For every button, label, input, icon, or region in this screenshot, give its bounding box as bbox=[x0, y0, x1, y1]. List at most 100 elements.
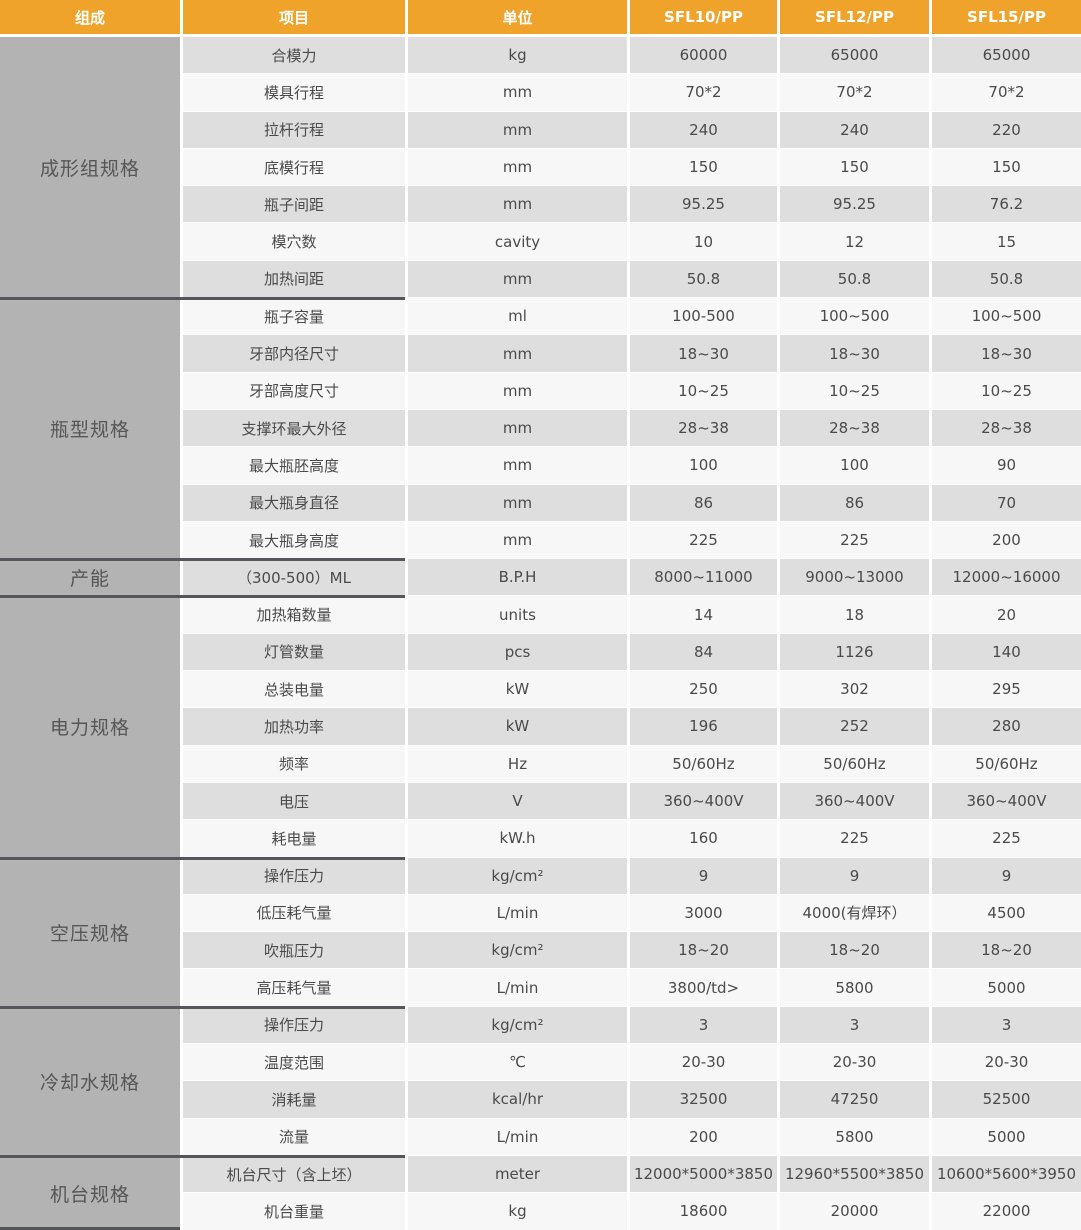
item-cell: 吹瓶压力 bbox=[183, 932, 405, 969]
table-row: 最大瓶身直径 mm 86 86 70 bbox=[183, 484, 1081, 521]
table-row: 最大瓶胚高度 mm 100 100 90 bbox=[183, 447, 1081, 484]
unit-cell: mm bbox=[408, 260, 627, 298]
table-row: 灯管数量 pcs 84 1126 140 bbox=[183, 633, 1081, 671]
unit-cell: mm bbox=[408, 409, 627, 447]
value-cell-sfl12: 12960*5500*3850 bbox=[780, 1155, 929, 1193]
group-cell: 产能 bbox=[0, 559, 180, 597]
spec-section: 成形组规格 合模力 kg 60000 65000 65000 模具行程 mm 7… bbox=[0, 37, 1081, 301]
item-cell: 操作压力 bbox=[183, 857, 405, 894]
item-cell: 最大瓶身高度 bbox=[183, 521, 405, 559]
group-rows: 机台尺寸（含上坯） meter 12000*5000*3850 12960*55… bbox=[183, 1155, 1081, 1230]
value-cell-sfl15: 3 bbox=[932, 1006, 1081, 1044]
unit-cell: L/min bbox=[408, 1118, 627, 1155]
value-cell-sfl15: 225 bbox=[932, 820, 1081, 857]
item-cell: 模具行程 bbox=[183, 74, 405, 111]
unit-cell: kW bbox=[408, 671, 627, 708]
value-cell-sfl10: 250 bbox=[630, 671, 777, 708]
table-row: 低压耗气量 L/min 3000 4000(有焊环） 4500 bbox=[183, 894, 1081, 932]
value-cell-sfl10: 28~38 bbox=[630, 409, 777, 447]
value-cell-sfl15: 220 bbox=[932, 111, 1081, 148]
group-label: 电力规格 bbox=[49, 717, 130, 740]
spec-section: 电力规格 加热箱数量 units 14 18 20 灯管数量 pcs 84 11… bbox=[0, 596, 1081, 860]
table-row: 最大瓶身高度 mm 225 225 200 bbox=[183, 521, 1081, 559]
spec-section: 冷却水规格 操作压力 kg/cm² 3 3 3 温度范围 ℃ 20-30 20-… bbox=[0, 1006, 1081, 1159]
value-cell-sfl15: 50/60Hz bbox=[932, 745, 1081, 782]
item-cell: 瓶子间距 bbox=[183, 186, 405, 223]
unit-cell: mm bbox=[408, 74, 627, 111]
table-row: 加热功率 kW 196 252 280 bbox=[183, 708, 1081, 745]
value-cell-sfl12: 1126 bbox=[780, 633, 929, 671]
value-cell-sfl15: 20 bbox=[932, 596, 1081, 633]
value-cell-sfl12: 225 bbox=[780, 521, 929, 559]
value-cell-sfl15: 280 bbox=[932, 708, 1081, 745]
value-cell-sfl15: 76.2 bbox=[932, 186, 1081, 223]
table-row: 牙部高度尺寸 mm 10~25 10~25 10~25 bbox=[183, 372, 1081, 409]
value-cell-sfl10: 95.25 bbox=[630, 186, 777, 223]
header-cell-unit: 单位 bbox=[408, 0, 627, 34]
value-cell-sfl12: 28~38 bbox=[780, 409, 929, 447]
value-cell-sfl12: 302 bbox=[780, 671, 929, 708]
value-cell-sfl15: 90 bbox=[932, 447, 1081, 484]
value-cell-sfl12: 95.25 bbox=[780, 186, 929, 223]
value-cell-sfl12: 360~400V bbox=[780, 782, 929, 820]
value-cell-sfl12: 9 bbox=[780, 857, 929, 894]
value-cell-sfl12: 20000 bbox=[780, 1193, 929, 1230]
unit-cell: kg/cm² bbox=[408, 1006, 627, 1044]
value-cell-sfl12: 18 bbox=[780, 596, 929, 633]
table-row: 模具行程 mm 70*2 70*2 70*2 bbox=[183, 74, 1081, 111]
item-cell: 机台重量 bbox=[183, 1193, 405, 1230]
value-cell-sfl10: 60000 bbox=[630, 37, 777, 74]
value-cell-sfl10: 18600 bbox=[630, 1193, 777, 1230]
table-row: 消耗量 kcal/hr 32500 47250 52500 bbox=[183, 1081, 1081, 1118]
unit-cell: ml bbox=[408, 298, 627, 335]
spec-section: 机台规格 机台尺寸（含上坯） meter 12000*5000*3850 129… bbox=[0, 1155, 1081, 1230]
item-cell: 温度范围 bbox=[183, 1044, 405, 1081]
table-row: 温度范围 ℃ 20-30 20-30 20-30 bbox=[183, 1044, 1081, 1081]
value-cell-sfl15: 150 bbox=[932, 148, 1081, 186]
group-rows: 加热箱数量 units 14 18 20 灯管数量 pcs 84 1126 14… bbox=[183, 596, 1081, 857]
value-cell-sfl15: 200 bbox=[932, 521, 1081, 559]
value-cell-sfl10: 50.8 bbox=[630, 260, 777, 298]
spec-section: 瓶型规格 瓶子容量 ml 100-500 100~500 100~500 牙部内… bbox=[0, 298, 1081, 562]
value-cell-sfl10: 3 bbox=[630, 1006, 777, 1044]
group-rows: 合模力 kg 60000 65000 65000 模具行程 mm 70*2 70… bbox=[183, 37, 1081, 298]
group-rows: 操作压力 kg/cm² 9 9 9 低压耗气量 L/min 3000 4000(… bbox=[183, 857, 1081, 1007]
value-cell-sfl10: 160 bbox=[630, 820, 777, 857]
value-cell-sfl15: 15 bbox=[932, 223, 1081, 260]
value-cell-sfl10: 360~400V bbox=[630, 782, 777, 820]
unit-cell: mm bbox=[408, 335, 627, 372]
item-cell: 灯管数量 bbox=[183, 633, 405, 671]
value-cell-sfl10: 10~25 bbox=[630, 372, 777, 409]
value-cell-sfl12: 150 bbox=[780, 148, 929, 186]
value-cell-sfl10: 84 bbox=[630, 633, 777, 671]
item-cell: 总装电量 bbox=[183, 671, 405, 708]
value-cell-sfl15: 18~20 bbox=[932, 932, 1081, 969]
item-cell: 耗电量 bbox=[183, 820, 405, 857]
value-cell-sfl10: 14 bbox=[630, 596, 777, 633]
group-label: 冷却水规格 bbox=[39, 1071, 140, 1094]
value-cell-sfl10: 8000~11000 bbox=[630, 559, 777, 596]
group-cell: 机台规格 bbox=[0, 1155, 180, 1230]
unit-cell: kg bbox=[408, 1193, 627, 1230]
group-rows: 瓶子容量 ml 100-500 100~500 100~500 牙部内径尺寸 m… bbox=[183, 298, 1081, 559]
value-cell-sfl12: 70*2 bbox=[780, 74, 929, 111]
value-cell-sfl10: 10 bbox=[630, 223, 777, 260]
value-cell-sfl10: 240 bbox=[630, 111, 777, 148]
value-cell-sfl15: 100~500 bbox=[932, 298, 1081, 335]
table-row: 加热间距 mm 50.8 50.8 50.8 bbox=[183, 260, 1081, 298]
table-row: （300-500）ML B.P.H 8000~11000 9000~13000 … bbox=[183, 559, 1081, 596]
value-cell-sfl10: 225 bbox=[630, 521, 777, 559]
unit-cell: L/min bbox=[408, 894, 627, 932]
unit-cell: kg/cm² bbox=[408, 857, 627, 894]
header-cell-sfl10: SFL10/PP bbox=[630, 0, 777, 34]
group-cell: 瓶型规格 bbox=[0, 298, 180, 560]
table-row: 电压 V 360~400V 360~400V 360~400V bbox=[183, 782, 1081, 820]
value-cell-sfl15: 65000 bbox=[932, 37, 1081, 74]
table-row: 加热箱数量 units 14 18 20 bbox=[183, 596, 1081, 633]
unit-cell: B.P.H bbox=[408, 559, 627, 596]
table-row: 操作压力 kg/cm² 9 9 9 bbox=[183, 857, 1081, 894]
value-cell-sfl12: 50/60Hz bbox=[780, 745, 929, 782]
group-label: 成形组规格 bbox=[39, 158, 140, 181]
value-cell-sfl10: 18~30 bbox=[630, 335, 777, 372]
item-cell: 牙部内径尺寸 bbox=[183, 335, 405, 372]
